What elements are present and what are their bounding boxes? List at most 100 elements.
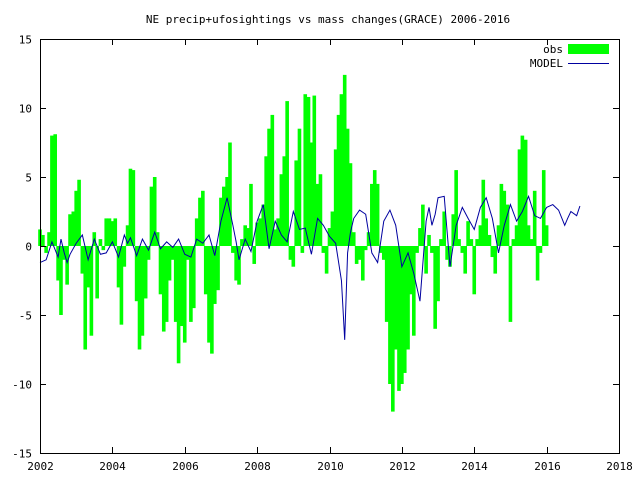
obs-bar	[98, 239, 103, 246]
obs-bar	[514, 225, 519, 246]
obs-bar	[86, 246, 90, 288]
obs-bar	[532, 190, 537, 246]
obs-bar	[44, 246, 48, 253]
obs-bar	[74, 190, 78, 246]
x-tick-label: 2006	[172, 460, 199, 473]
x-tick-label: 2010	[317, 460, 344, 473]
y-tick-label: 15	[19, 34, 32, 47]
obs-bar	[261, 204, 266, 246]
obs-bar	[306, 96, 311, 247]
obs-bar	[83, 246, 88, 350]
obs-bar	[511, 239, 516, 246]
obs-bar	[360, 246, 365, 281]
obs-bar	[143, 246, 148, 299]
obs-bar	[65, 246, 69, 285]
obs-bar	[345, 128, 350, 246]
obs-bar	[125, 225, 130, 246]
legend-label-obs: obs	[543, 43, 563, 56]
obs-bar	[406, 246, 410, 350]
obs-bar	[466, 221, 470, 246]
obs-bar	[185, 246, 190, 260]
obs-bar	[478, 225, 483, 246]
obs-bar	[113, 218, 118, 246]
obs-bar	[234, 246, 238, 281]
obs-bar	[56, 246, 60, 281]
obs-bar	[116, 246, 121, 288]
x-axis-ticks: 2002 2004 2006 2008 2010 2012 2014 2016 2018	[27, 39, 633, 473]
x-tick-label: 2002	[27, 460, 54, 473]
obs-bar	[469, 239, 474, 246]
obs-bar	[243, 225, 247, 246]
model-line-group	[39, 194, 581, 340]
obs-bar	[249, 183, 253, 246]
obs-bar	[288, 246, 293, 260]
obs-bar	[421, 204, 425, 246]
obs-bar	[294, 160, 299, 246]
obs-bar	[207, 246, 211, 343]
obs-bar	[451, 214, 456, 246]
obs-bar	[203, 246, 208, 295]
obs-bar	[342, 74, 347, 246]
obs-bar	[134, 246, 139, 302]
obs-bar	[312, 95, 317, 246]
obs-bar	[212, 246, 217, 304]
obs-bar	[50, 135, 54, 246]
obs-bar	[47, 232, 51, 246]
obs-bar	[457, 239, 461, 246]
y-tick-label: -5	[19, 310, 32, 323]
x-tick-label: 2018	[606, 460, 633, 473]
obs-bar	[140, 246, 145, 336]
obs-bar	[388, 246, 392, 384]
obs-bar	[505, 204, 510, 246]
obs-bar	[397, 246, 401, 391]
obs-bar	[182, 246, 187, 343]
obs-bar	[297, 128, 302, 246]
y-tick-label: -10	[12, 379, 32, 392]
obs-bar	[276, 218, 280, 246]
x-tick-label: 2004	[99, 460, 126, 473]
obs-bar	[167, 246, 172, 281]
obs-bar	[357, 246, 362, 260]
obs-bar	[285, 101, 289, 246]
obs-bar	[89, 246, 94, 336]
obs-bar	[279, 174, 284, 246]
obs-bar	[517, 149, 522, 246]
x-tick-label: 2008	[244, 460, 271, 473]
obs-bar	[252, 246, 257, 264]
obs-bar	[176, 246, 181, 364]
obs-bar	[460, 246, 465, 253]
obs-bar	[240, 239, 244, 246]
obs-bar	[502, 190, 507, 246]
obs-bar	[59, 246, 63, 315]
obs-bar	[131, 170, 136, 246]
obs-bar	[122, 246, 127, 267]
obs-bar	[391, 246, 395, 412]
obs-bar	[363, 246, 368, 251]
obs-bar	[544, 225, 549, 246]
obs-bar	[255, 222, 259, 246]
obs-bar	[436, 246, 440, 302]
y-tick-label: 5	[25, 172, 32, 185]
obs-bar	[110, 221, 115, 246]
obs-bar	[433, 246, 437, 329]
obs-bar	[324, 246, 329, 274]
obs-bar	[161, 246, 166, 332]
obs-bar	[439, 239, 443, 246]
obs-bar	[475, 239, 479, 246]
obs-bar	[95, 246, 99, 299]
obs-bar	[348, 163, 353, 246]
obs-bar	[493, 246, 498, 274]
obs-bar	[137, 246, 142, 350]
obs-bar	[152, 177, 157, 246]
obs-bar	[128, 168, 133, 246]
obs-bar	[339, 94, 344, 246]
obs-bar	[315, 183, 320, 246]
obs-bar	[216, 246, 220, 291]
obs-bars-group	[38, 74, 549, 412]
obs-bar	[189, 246, 193, 322]
obs-bar	[149, 186, 154, 246]
obs-bar	[258, 218, 262, 246]
obs-bar	[198, 197, 202, 246]
obs-bar	[191, 246, 196, 309]
